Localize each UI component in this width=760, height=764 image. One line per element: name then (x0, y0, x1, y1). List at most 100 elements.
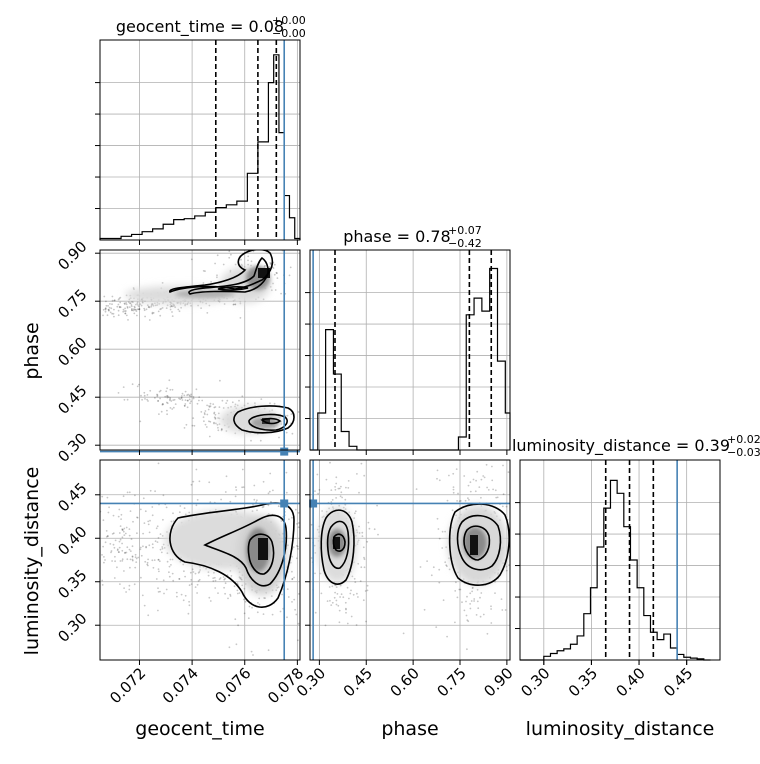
sample-point (132, 287, 135, 289)
sample-point (91, 317, 93, 319)
sample-point (241, 265, 244, 267)
sample-point (204, 423, 207, 426)
sample-point (119, 560, 122, 562)
sample-point (107, 308, 110, 311)
sample-point (156, 395, 159, 398)
sample-point (203, 412, 206, 414)
sample-point (117, 298, 120, 301)
sample-point (183, 507, 186, 509)
sample-point (204, 410, 207, 412)
sample-point (111, 299, 114, 302)
sample-point (187, 393, 190, 396)
sample-point (106, 496, 109, 499)
sample-point (183, 394, 186, 397)
sample-point (445, 564, 448, 567)
sample-point (339, 584, 342, 587)
sample-point (490, 608, 492, 610)
sample-point (116, 305, 119, 308)
sample-point (181, 392, 184, 395)
density (91, 246, 300, 442)
sample-point (466, 619, 469, 621)
sample-point (268, 490, 271, 493)
sample-point (159, 389, 162, 392)
sample-point (188, 511, 191, 514)
sample-point (234, 403, 237, 406)
sample-point (314, 572, 316, 575)
sample-point (500, 598, 503, 600)
sample-point (239, 302, 242, 305)
sample-point (476, 588, 479, 591)
sample-point (132, 309, 135, 312)
sample-point (198, 578, 201, 581)
x-tick-labels: 0.30 0.35 0.40 0.45 (517, 660, 696, 700)
sample-point (164, 395, 167, 398)
sample-point (289, 561, 292, 564)
sample-point (347, 480, 350, 482)
sample-point (166, 395, 168, 398)
sample-point (287, 544, 289, 547)
y-tick-label: 0.35 (54, 566, 90, 602)
sample-point (227, 597, 229, 600)
sample-point (183, 404, 186, 407)
sample-point (491, 479, 494, 482)
sample-point (537, 510, 539, 512)
sample-point (477, 607, 480, 610)
sample-point (134, 306, 136, 309)
sample-point (415, 488, 418, 490)
sample-point (469, 490, 472, 493)
sample-point (230, 253, 232, 256)
sample-point (108, 309, 110, 312)
sample-point (105, 535, 108, 538)
sample-point (362, 546, 365, 549)
sample-point (367, 521, 370, 524)
axes-frame (309, 459, 511, 661)
sample-point (339, 495, 342, 498)
panel-phase-vs-luminosity_distance: 0.30 0.45 0.60 0.75 0.90 phase (291, 444, 539, 740)
sample-point (444, 530, 446, 533)
sample-point (316, 519, 318, 521)
sample-point (469, 607, 472, 610)
sample-point (277, 586, 280, 588)
x-axis-label: geocent_time (135, 718, 264, 740)
sample-point (225, 475, 228, 478)
sample-point (339, 456, 341, 458)
x-tick-label: 0.072 (106, 664, 149, 707)
sample-point (291, 555, 293, 558)
sample-point (256, 509, 258, 512)
title-upper: +0.07 (448, 224, 482, 237)
sample-point (103, 561, 105, 564)
panel-phase-marginal: phase = 0.78 +0.07 −0.42 (305, 224, 511, 455)
sample-point (452, 472, 455, 475)
sample-point (303, 588, 305, 590)
sample-point (219, 246, 221, 248)
sample-point (199, 569, 202, 571)
sample-point (172, 512, 174, 515)
sample-point (291, 487, 293, 489)
sample-point (165, 588, 168, 591)
x-tick-label: 0.60 (387, 664, 423, 700)
sample-point (128, 491, 131, 494)
sample-point (212, 580, 215, 582)
sample-point (119, 301, 122, 304)
sample-point (128, 298, 131, 301)
sample-point (135, 557, 138, 560)
sample-point (356, 473, 358, 475)
sample-point (455, 454, 457, 456)
sample-point (208, 435, 211, 438)
sample-point (126, 305, 129, 308)
sample-point (432, 566, 435, 569)
sample-point (294, 608, 296, 611)
sample-point (178, 578, 181, 580)
sample-point (444, 444, 446, 446)
sample-point (167, 396, 170, 398)
sample-point (348, 511, 351, 514)
sample-point (178, 511, 181, 514)
sample-point (515, 472, 517, 474)
sample-point (92, 495, 94, 497)
sample-point (192, 480, 195, 483)
sample-point (97, 480, 99, 482)
sample-point (278, 436, 280, 439)
sample-point (126, 558, 129, 561)
sample-point (270, 501, 272, 503)
